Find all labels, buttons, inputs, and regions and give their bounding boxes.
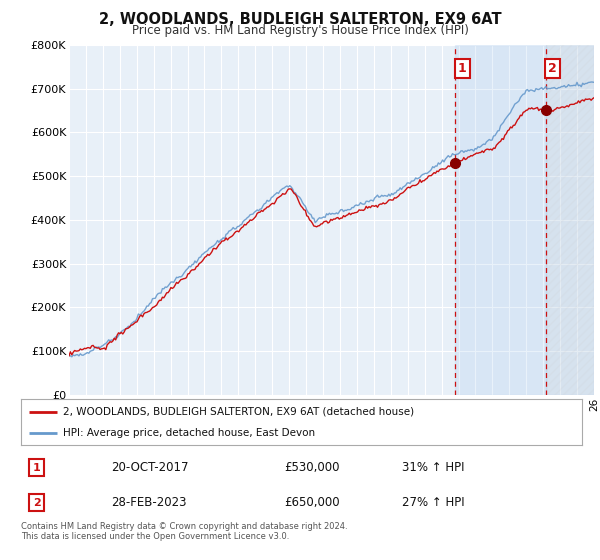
- Text: 31% ↑ HPI: 31% ↑ HPI: [403, 461, 465, 474]
- Text: 2: 2: [33, 498, 41, 507]
- Text: HPI: Average price, detached house, East Devon: HPI: Average price, detached house, East…: [63, 428, 315, 438]
- Text: 1: 1: [458, 62, 466, 75]
- Text: £650,000: £650,000: [284, 496, 340, 509]
- Text: 2: 2: [548, 62, 557, 75]
- Text: 20-OCT-2017: 20-OCT-2017: [111, 461, 188, 474]
- Text: 2, WOODLANDS, BUDLEIGH SALTERTON, EX9 6AT: 2, WOODLANDS, BUDLEIGH SALTERTON, EX9 6A…: [98, 12, 502, 27]
- Text: £530,000: £530,000: [284, 461, 340, 474]
- Text: 2, WOODLANDS, BUDLEIGH SALTERTON, EX9 6AT (detached house): 2, WOODLANDS, BUDLEIGH SALTERTON, EX9 6A…: [63, 407, 414, 417]
- Text: 1: 1: [33, 463, 41, 473]
- Bar: [546, 45, 594, 395]
- Text: Price paid vs. HM Land Registry's House Price Index (HPI): Price paid vs. HM Land Registry's House …: [131, 24, 469, 36]
- Text: Contains HM Land Registry data © Crown copyright and database right 2024.
This d: Contains HM Land Registry data © Crown c…: [21, 522, 347, 542]
- Text: 27% ↑ HPI: 27% ↑ HPI: [403, 496, 465, 509]
- Bar: [546, 45, 594, 395]
- Text: 28-FEB-2023: 28-FEB-2023: [111, 496, 186, 509]
- Bar: [455, 45, 546, 395]
